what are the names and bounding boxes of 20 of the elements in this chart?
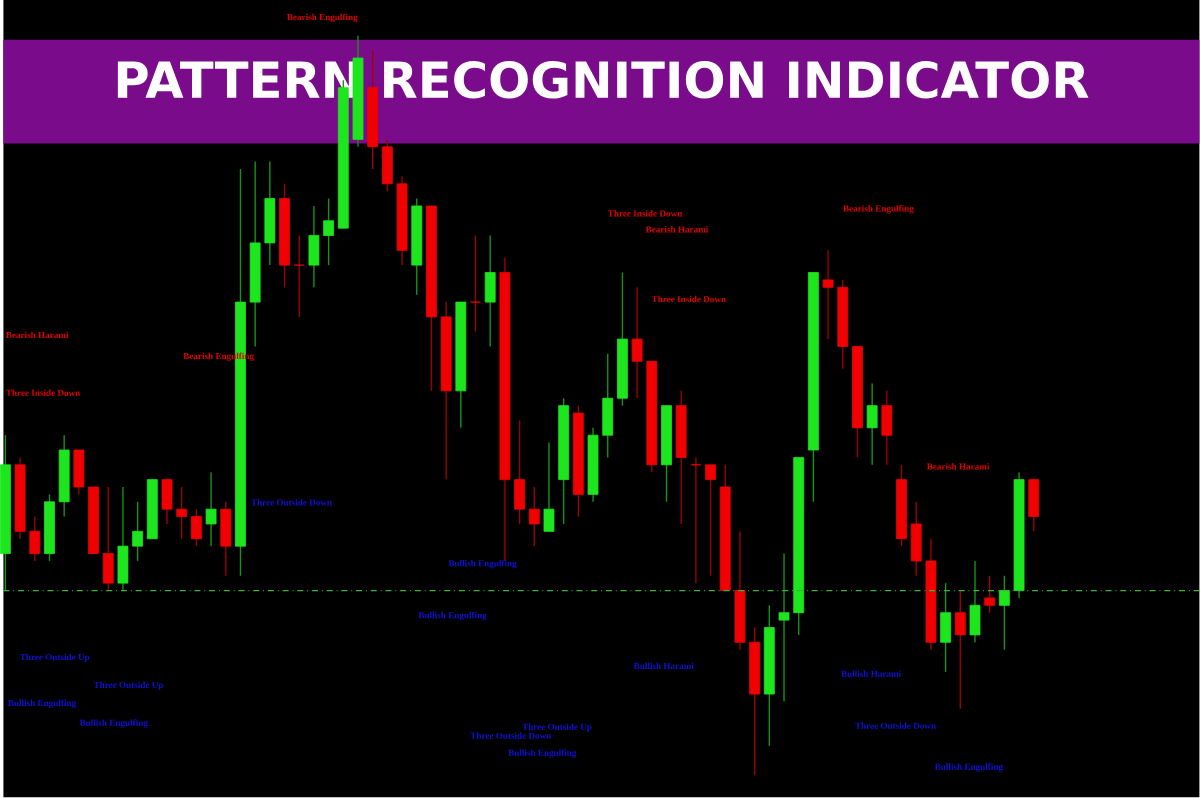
candlestick (220, 501, 232, 577)
candlestick (984, 575, 996, 614)
candlestick (690, 457, 702, 585)
candlestick (881, 390, 893, 466)
candlestick (293, 235, 305, 318)
candlestick (866, 383, 878, 466)
candlestick (998, 575, 1010, 651)
candlestick (102, 486, 114, 592)
candlestick (470, 235, 481, 333)
candlestick (969, 560, 981, 644)
candlestick (954, 590, 966, 710)
candlestick (705, 464, 716, 577)
candlestick (191, 508, 202, 548)
chart-title: PATTERN RECOGNITION INDICATOR (117, 61, 1089, 99)
candlestick (1028, 479, 1040, 533)
candlestick (940, 582, 952, 673)
candlestick (543, 442, 555, 533)
candlestick (528, 486, 540, 548)
candlestick (484, 235, 496, 348)
candlestick (205, 471, 217, 548)
